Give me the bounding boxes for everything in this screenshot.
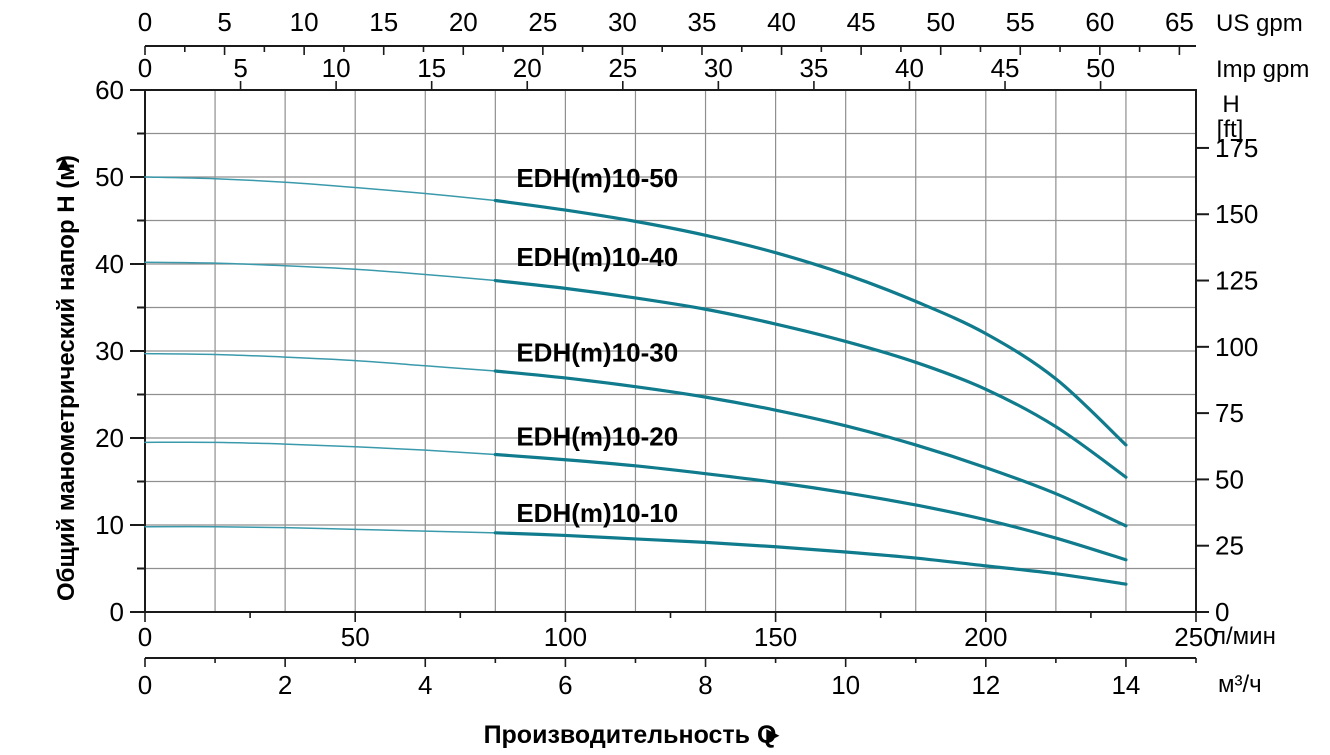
head-m-tick-label: 60 bbox=[95, 75, 124, 105]
axis-m3h: 0 2 4 6 8 10 12 14 м³/ч bbox=[138, 657, 1262, 700]
us-gpm-tick-label: 30 bbox=[608, 7, 637, 37]
us-gpm-tick-label: 50 bbox=[926, 7, 955, 37]
imp-gpm-tick-label: 0 bbox=[138, 53, 152, 83]
imp-gpm-tick-label: 45 bbox=[991, 53, 1020, 83]
curve-thin-segment bbox=[144, 176, 497, 202]
head-ft-title-line2: [ft] bbox=[1217, 116, 1244, 143]
curve-label-edhm1020: EDH(m)10-20 bbox=[516, 421, 678, 451]
x-axis-title: Производительность Q► bbox=[484, 721, 784, 749]
curve-thick-segment bbox=[493, 452, 1128, 562]
head-ft-tick-label: 25 bbox=[1215, 531, 1244, 561]
head-ft-title-line1: H bbox=[1222, 91, 1239, 118]
m3h-tick-label: 10 bbox=[831, 670, 860, 700]
lpm-tick-label: 150 bbox=[754, 622, 797, 652]
us-gpm-tick-label: 65 bbox=[1165, 7, 1194, 37]
head-m-tick-label: 10 bbox=[95, 510, 124, 540]
axis-head-m: 0 10 20 30 40 50 60 bbox=[95, 75, 145, 627]
us-gpm-tick-label: 5 bbox=[217, 7, 231, 37]
imp-gpm-tick-label: 5 bbox=[233, 53, 247, 83]
us-gpm-tick-label: 40 bbox=[767, 7, 796, 37]
lpm-tick-label: 0 bbox=[138, 622, 152, 652]
head-ft-tick-label: 175 bbox=[1215, 133, 1258, 163]
head-m-tick-label: 40 bbox=[95, 249, 124, 279]
us-gpm-tick-label: 10 bbox=[290, 7, 319, 37]
curve-thick-segment bbox=[493, 278, 1128, 479]
head-m-tick-label: 0 bbox=[110, 597, 124, 627]
curve-thick-segment bbox=[493, 369, 1128, 528]
axis-us-gpm: 0 5 10 15 20 25 30 35 40 45 50 55 60 65 US gpm bbox=[138, 7, 1303, 55]
curve-thin-segment bbox=[144, 352, 497, 372]
curve-label-edhm1030: EDH(m)10-30 bbox=[516, 338, 678, 368]
curve-thin-segment bbox=[144, 261, 497, 282]
x-axis-title-text: Производительность Q bbox=[484, 721, 777, 749]
curve-edhm1010: EDH(m)10-10 bbox=[144, 498, 1128, 586]
curve-edhm1020: EDH(m)10-20 bbox=[144, 421, 1128, 562]
us-gpm-tick-label: 0 bbox=[138, 7, 152, 37]
curve-thick-segment bbox=[493, 531, 1128, 586]
imp-gpm-tick-label: 40 bbox=[895, 53, 924, 83]
head-ft-tick-label: 100 bbox=[1215, 332, 1258, 362]
imp-gpm-tick-label: 35 bbox=[799, 53, 828, 83]
us-gpm-tick-label: 45 bbox=[847, 7, 876, 37]
right-arrow-icon: ► bbox=[762, 722, 784, 747]
head-ft-tick-label: 150 bbox=[1215, 199, 1258, 229]
y-axis-title: Общий манометрический напор H (м)▲ bbox=[53, 150, 80, 601]
curve-thin-segment bbox=[144, 441, 497, 456]
imp-gpm-tick-label: 50 bbox=[1086, 53, 1115, 83]
head-m-tick-label: 30 bbox=[95, 336, 124, 366]
head-m-tick-label: 50 bbox=[95, 162, 124, 192]
curve-edhm1030: EDH(m)10-30 bbox=[144, 338, 1128, 528]
imp-gpm-tick-label: 10 bbox=[322, 53, 351, 83]
m3h-tick-label: 12 bbox=[971, 670, 1000, 700]
head-ft-tick-label: 75 bbox=[1215, 398, 1244, 428]
us-gpm-tick-label: 20 bbox=[449, 7, 478, 37]
lpm-tick-label: 50 bbox=[341, 622, 370, 652]
head-m-tick-label: 20 bbox=[95, 423, 124, 453]
curve-edhm1040: EDH(m)10-40 bbox=[144, 242, 1128, 479]
m3h-tick-label: 14 bbox=[1111, 670, 1140, 700]
head-ft-tick-label: 50 bbox=[1215, 464, 1244, 494]
imp-gpm-tick-label: 25 bbox=[608, 53, 637, 83]
curve-thick-segment bbox=[493, 198, 1128, 447]
us-gpm-tick-label: 25 bbox=[528, 7, 557, 37]
curve-label-edhm1010: EDH(m)10-10 bbox=[516, 498, 678, 528]
m3h-tick-label: 8 bbox=[698, 670, 712, 700]
head-ft-tick-label: 0 bbox=[1215, 597, 1229, 627]
y-axis-title-text: Общий манометрический напор H (м) bbox=[53, 155, 80, 601]
curve-edhm1050: EDH(m)10-50 bbox=[144, 163, 1128, 447]
us-gpm-tick-label: 15 bbox=[369, 7, 398, 37]
us-gpm-tick-label: 55 bbox=[1006, 7, 1035, 37]
curve-label-edhm1050: EDH(m)10-50 bbox=[516, 163, 678, 193]
m3h-unit-label: м³/ч bbox=[1218, 671, 1262, 698]
imp-gpm-tick-label: 15 bbox=[417, 53, 446, 83]
m3h-tick-label: 4 bbox=[418, 670, 432, 700]
lpm-unit-label: л/мин bbox=[1212, 623, 1276, 650]
m3h-tick-label: 2 bbox=[278, 670, 292, 700]
curve-thin-segment bbox=[144, 525, 497, 534]
head-ft-tick-label: 125 bbox=[1215, 266, 1258, 296]
axis-head-ft: 0 25 50 75 100 125 150 175 H[ft] bbox=[1196, 91, 1258, 627]
us-gpm-tick-label: 60 bbox=[1085, 7, 1114, 37]
lpm-tick-label: 250 bbox=[1174, 622, 1217, 652]
imp-gpm-unit-label: Imp gpm bbox=[1216, 56, 1309, 83]
lpm-tick-label: 200 bbox=[964, 622, 1007, 652]
lpm-tick-label: 100 bbox=[544, 622, 587, 652]
us-gpm-tick-label: 35 bbox=[688, 7, 717, 37]
m3h-tick-label: 0 bbox=[138, 670, 152, 700]
curve-label-edhm1040: EDH(m)10-40 bbox=[516, 242, 678, 272]
up-arrow-icon: ▲ bbox=[53, 150, 75, 175]
m3h-tick-label: 6 bbox=[558, 670, 572, 700]
imp-gpm-tick-label: 20 bbox=[513, 53, 542, 83]
imp-gpm-tick-label: 30 bbox=[704, 53, 733, 83]
us-gpm-unit-label: US gpm bbox=[1216, 10, 1303, 37]
axis-imp-gpm: 0 5 10 15 20 25 30 35 40 45 50 Imp gpm bbox=[138, 53, 1309, 90]
